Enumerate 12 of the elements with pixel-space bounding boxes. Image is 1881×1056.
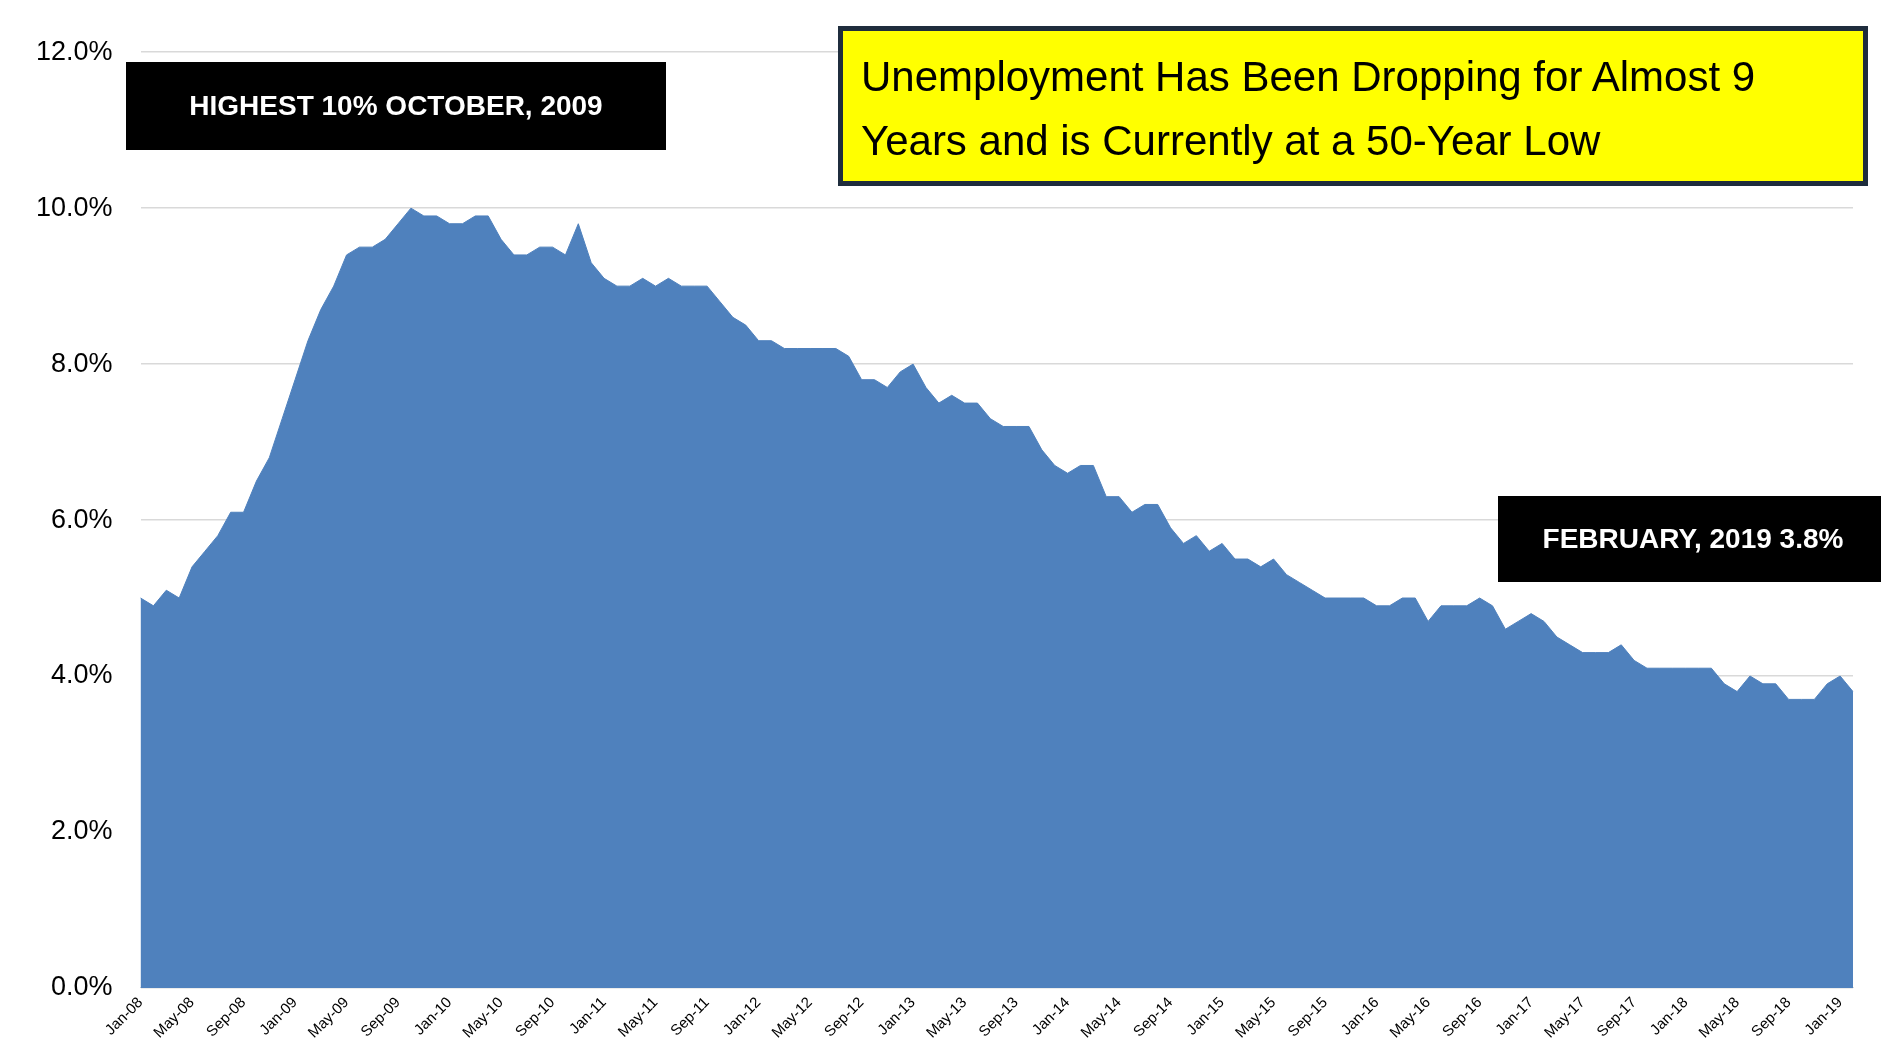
y-tick-label: 12.0% [35, 35, 113, 66]
y-tick-label: 2.0% [51, 815, 113, 846]
y-tick-label: 6.0% [51, 503, 113, 534]
annotation: FEBRUARY, 2019 3.8% [1542, 523, 1844, 555]
y-tick-label: 10.0% [35, 191, 113, 222]
annotation: HIGHEST 10% OCTOBER, 2009 [189, 90, 603, 122]
y-tick-label: 0.0% [51, 971, 113, 1002]
y-tick-label: 4.0% [51, 659, 113, 690]
y-tick-label: 8.0% [51, 347, 113, 378]
callout-box: Unemployment Has Been Dropping for Almost 9 Years and is Currently at a 50-Year Low [838, 26, 1868, 186]
label-box: FEBRUARY, 2019 3.8% [1498, 496, 1881, 582]
label-box: HIGHEST 10% OCTOBER, 2009 [126, 62, 666, 150]
